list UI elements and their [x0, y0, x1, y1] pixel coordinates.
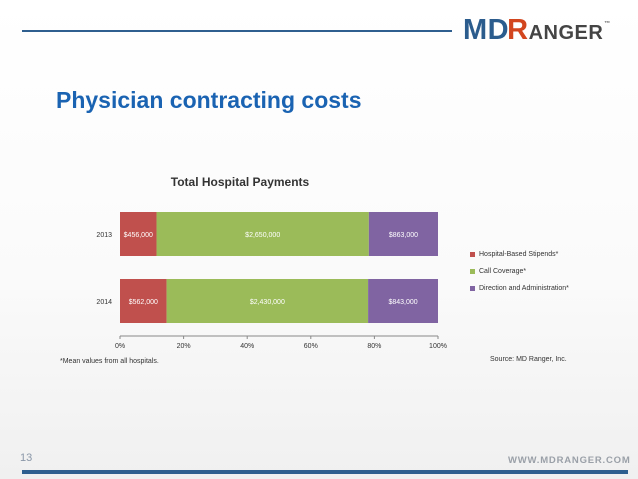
category-label: 2014 [96, 299, 112, 306]
legend-swatch-direction [470, 286, 475, 291]
legend-swatch-coverage [470, 269, 475, 274]
data-label: $2,430,000 [250, 299, 285, 306]
bar-segment [120, 212, 157, 256]
legend-label-stipends: Hospital-Based Stipends* [479, 251, 559, 258]
legend-item-direction: Direction and Administration* [470, 280, 569, 297]
bar-segment [368, 279, 438, 323]
header-rule [22, 30, 452, 32]
legend-item-coverage: Call Coverage* [470, 263, 569, 280]
category-label: 2013 [96, 232, 112, 239]
logo-r: R [507, 14, 529, 46]
chart-footnote: *Mean values from all hospitals. [60, 358, 159, 365]
legend-label-direction: Direction and Administration* [479, 285, 569, 292]
legend-swatch-stipends [470, 252, 475, 257]
bar-segment [120, 279, 167, 323]
data-label: $843,000 [388, 299, 417, 306]
chart-title: Total Hospital Payments [171, 175, 310, 189]
logo-trademark: ™ [604, 21, 611, 27]
legend-item-stipends: Hospital-Based Stipends* [470, 246, 569, 263]
bar-segment [166, 279, 369, 323]
x-tick-label: 100% [429, 343, 447, 350]
stacked-bar-chart: Total Hospital Payments $456,000 $2,650,0… [96, 175, 447, 350]
data-label: $863,000 [389, 232, 418, 239]
x-tick-label: 20% [177, 343, 191, 350]
x-tick-label: 60% [304, 343, 318, 350]
x-tick-label: 80% [367, 343, 381, 350]
x-tick-label: 0% [115, 343, 125, 350]
mdranger-logo: MD R ANGER ™ [463, 14, 611, 48]
chart-legend: Hospital-Based Stipends* Call Coverage* … [470, 246, 569, 297]
x-tick-label: 40% [240, 343, 254, 350]
data-label: $2,650,000 [245, 232, 280, 239]
bar-segment [368, 212, 438, 256]
website-url: WWW.MDRANGER.COM [508, 455, 631, 466]
chart-source: Source: MD Ranger, Inc. [490, 356, 567, 363]
footer-bar [22, 470, 628, 474]
slide-title: Physician contracting costs [56, 87, 362, 113]
page-number: 13 [20, 452, 33, 464]
bar-segment [156, 212, 369, 256]
data-label: $562,000 [129, 299, 158, 306]
logo-anger: ANGER [528, 22, 604, 44]
data-label: $456,000 [124, 232, 153, 239]
legend-label-coverage: Call Coverage* [479, 268, 527, 275]
logo-md: MD [463, 14, 510, 46]
